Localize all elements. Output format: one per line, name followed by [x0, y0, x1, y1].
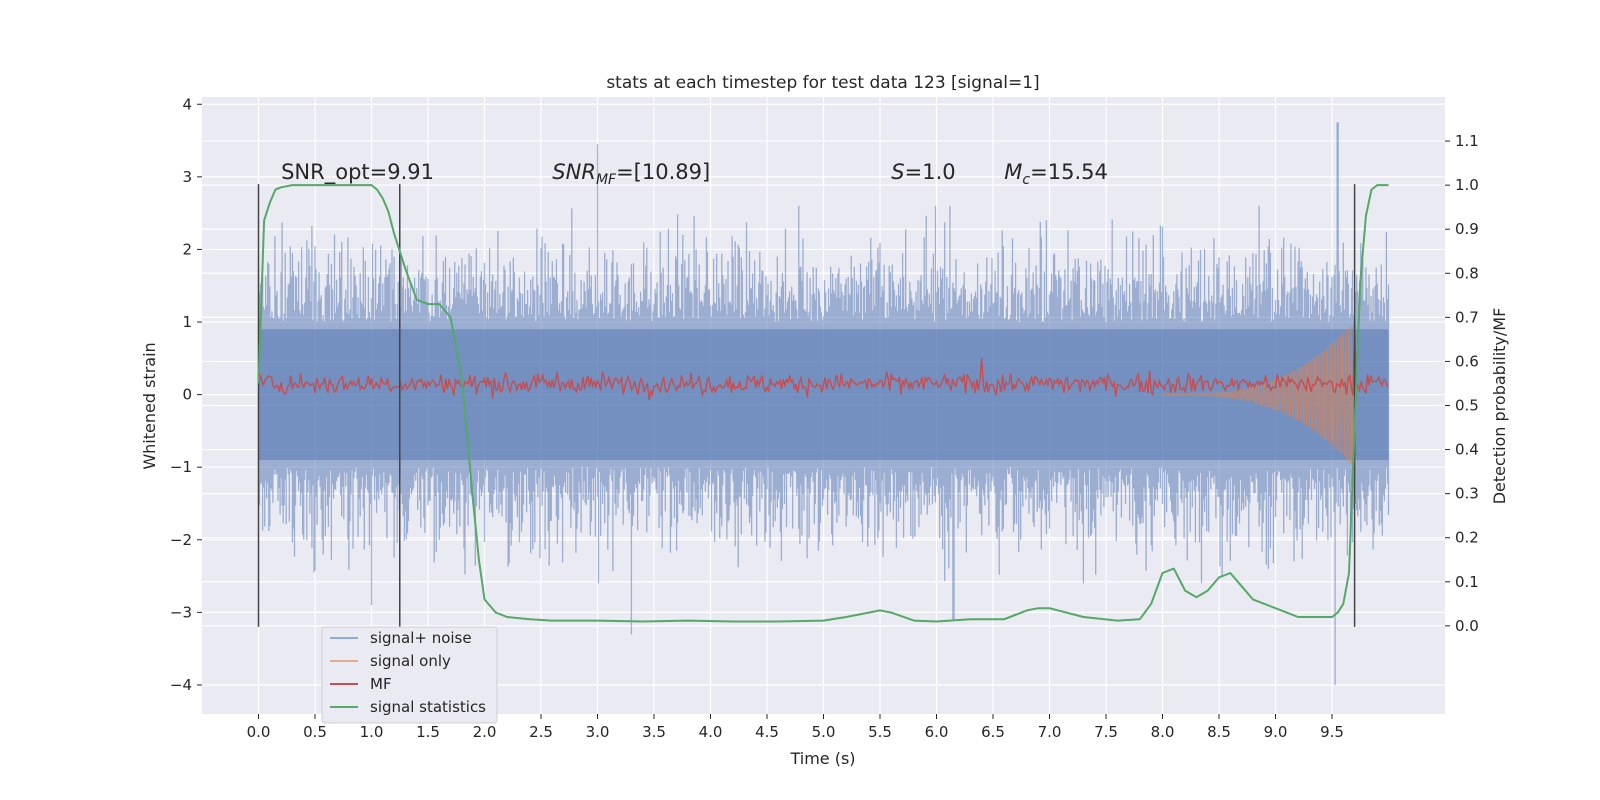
x-tick-label: 6.5: [981, 723, 1005, 741]
y2-tick-label: 0.2: [1455, 529, 1479, 547]
y-axis-ticks: 4 3 2 1 0 −1 −2 −3 −4: [170, 95, 202, 694]
y2-tick-label: 0.0: [1455, 617, 1479, 635]
x-tick-label: 5.0: [812, 723, 836, 741]
y-tick-label: −4: [170, 676, 192, 694]
y2-tick-label: 1.1: [1455, 132, 1479, 150]
y-tick-label: −2: [170, 531, 192, 549]
x-tick-label: 9.0: [1264, 723, 1288, 741]
signal-noise-core: [258, 329, 1389, 460]
x-axis-ticks: 0.0 0.5 1.0 1.5 2.0 2.5 3.0 3.5 4.0 4.5 5.0 5.5 6.0 6…: [247, 714, 1344, 741]
chart-title: stats at each timestep for test data 123…: [606, 73, 1039, 93]
x-tick-label: 8.0: [1151, 723, 1175, 741]
x-axis-label: Time (s): [789, 749, 855, 768]
x-tick-label: 5.5: [868, 723, 892, 741]
x-tick-label: 7.0: [1038, 723, 1062, 741]
signal-only-line: [1162, 321, 1356, 468]
annotation-text: S=1.0: [891, 160, 955, 184]
x-tick-label: 2.5: [529, 723, 553, 741]
y2-tick-label: 0.6: [1455, 352, 1479, 370]
y2-tick-label: 0.7: [1455, 308, 1479, 326]
y2-axis-ticks: 0.0 0.1 0.2 0.3 0.4 0.5 0.6 0.7 0.8 0.9 1.0 1.1: [1445, 132, 1479, 635]
legend-box: [321, 626, 498, 724]
y2-tick-label: 0.4: [1455, 441, 1479, 459]
annotations: SNR_opt=9.91 SNRMF=[10.89] S=1.0 Mc=15.54: [281, 160, 1108, 188]
annotation-text: SNRMF=[10.89]: [552, 160, 710, 188]
legend-label: signal statistics: [370, 698, 486, 716]
y-tick-label: 1: [182, 313, 192, 331]
annotation-text: SNR_opt=9.91: [281, 160, 434, 185]
y2-axis-label: Detection probability/MF: [1490, 308, 1509, 505]
legend-label: signal+ noise: [370, 629, 472, 647]
x-tick-label: 4.5: [755, 723, 779, 741]
x-tick-label: 9.5: [1320, 723, 1344, 741]
y-tick-label: 4: [182, 95, 192, 113]
x-tick-label: 1.5: [416, 723, 440, 741]
y2-tick-label: 1.0: [1455, 176, 1479, 194]
x-tick-label: 7.5: [1094, 723, 1118, 741]
legend: signal+ noise signal only MF signal statist…: [321, 626, 498, 724]
x-tick-label: 4.0: [699, 723, 723, 741]
y2-tick-label: 0.9: [1455, 220, 1479, 238]
y2-tick-label: 0.1: [1455, 573, 1479, 591]
x-tick-label: 0.5: [303, 723, 327, 741]
mf-line: [257, 321, 1389, 401]
y2-tick-label: 0.3: [1455, 485, 1479, 503]
signal-only-series: [1162, 321, 1356, 468]
x-tick-label: 2.0: [473, 723, 497, 741]
x-tick-label: 3.0: [586, 723, 610, 741]
mf-series: [257, 321, 1389, 401]
y-tick-label: −1: [170, 458, 192, 476]
x-tick-label: 6.0: [925, 723, 949, 741]
signal-statistics-line: [257, 184, 1389, 623]
legend-label: MF: [370, 675, 392, 693]
y2-tick-label: 0.8: [1455, 264, 1479, 282]
y-tick-label: 0: [182, 386, 192, 404]
annotation-text: Mc=15.54: [1004, 160, 1108, 188]
y-tick-label: 2: [182, 240, 192, 258]
x-tick-label: 8.5: [1207, 723, 1231, 741]
legend-label: signal only: [370, 652, 451, 670]
signal-statistics-series: [257, 184, 1389, 623]
x-tick-label: 3.5: [642, 723, 666, 741]
y-tick-label: −3: [170, 603, 192, 621]
x-tick-label: 1.0: [360, 723, 384, 741]
x-tick-label: 0.0: [247, 723, 271, 741]
y-tick-label: 3: [182, 168, 192, 186]
y2-tick-label: 0.5: [1455, 397, 1479, 415]
y-axis-label: Whitened strain: [140, 342, 159, 469]
